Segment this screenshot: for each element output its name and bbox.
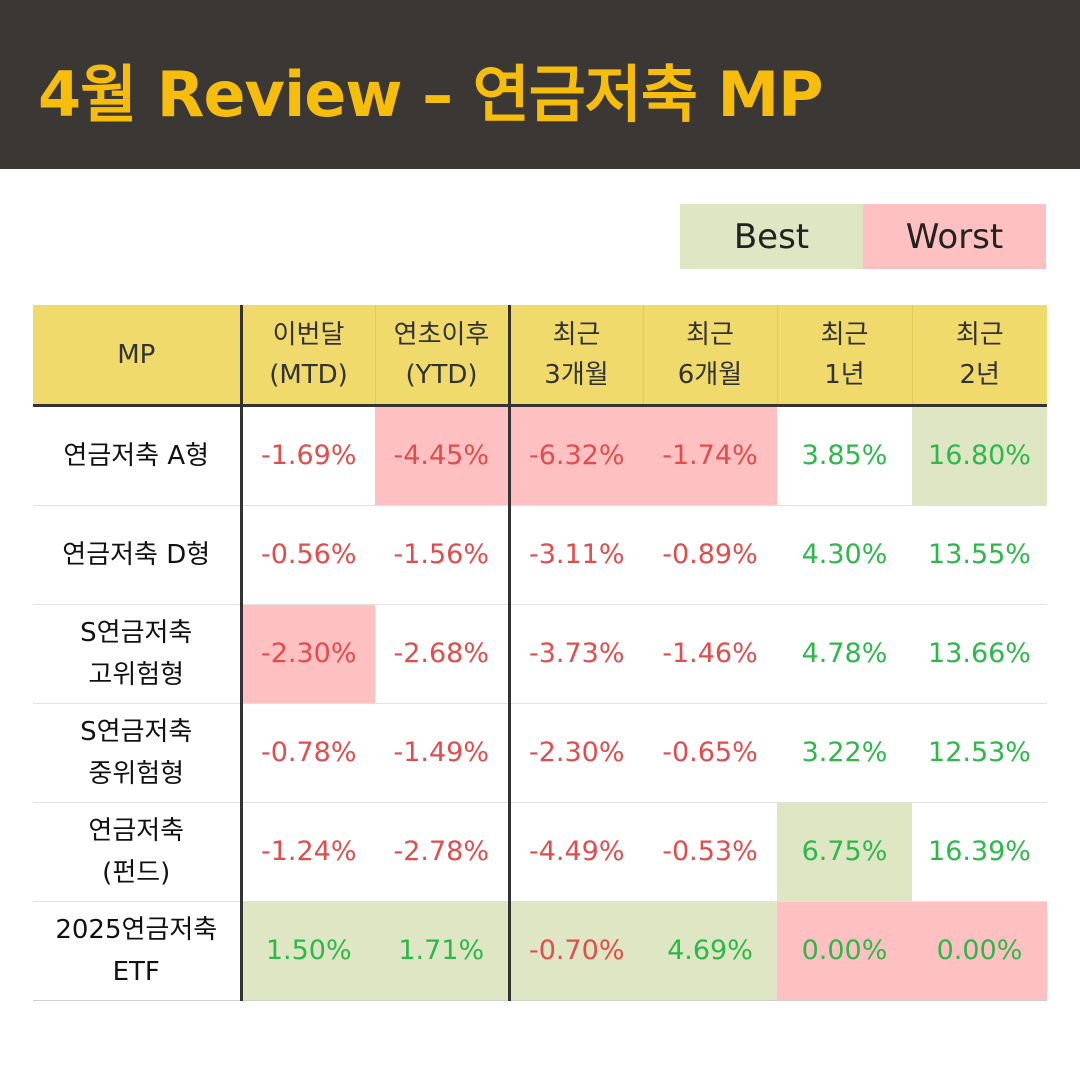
table-row: S연금저축 고위험형 -2.30% -2.68% -3.73% -1.46% 4.78% 13… — [33, 604, 1047, 704]
return-value-cell: 13.66% — [912, 604, 1047, 704]
return-value-cell: -1.56% — [375, 505, 509, 605]
return-value-cell: -1.46% — [643, 604, 777, 704]
return-value-cell: 16.80% — [912, 405, 1047, 506]
column-header-line2: 1년 — [824, 359, 865, 390]
mp-name-cell: 연금저축 D형 — [33, 505, 241, 605]
column-header: 최근 1년 — [777, 305, 913, 407]
table-header-row: MP 이번달 (MTD) 연초이후 (YTD) 최근 3개월 최근 6개월 최근 1년 최근 2년 — [33, 305, 1047, 407]
return-value-cell: -0.65% — [643, 703, 777, 803]
table-row: 연금저축 A형 -1.69% -4.45% -6.32% -1.74% 3.85% 16.8… — [33, 405, 1047, 506]
column-header-line1: 최근 — [955, 319, 1004, 350]
return-value-cell: 16.39% — [912, 802, 1047, 902]
column-header: 최근 6개월 — [643, 305, 778, 407]
return-value-cell: -4.45% — [375, 405, 509, 506]
return-value-cell: 4.30% — [777, 505, 912, 605]
mp-name-line2: (펀드) — [102, 858, 171, 888]
table-body: 연금저축 A형 -1.69% -4.45% -6.32% -1.74% 3.85% 16.8… — [33, 405, 1047, 1001]
mp-name-cell: 연금저축 (펀드) — [33, 802, 241, 902]
mp-name-cell: 연금저축 A형 — [33, 405, 241, 506]
return-value-cell: -3.73% — [507, 604, 643, 704]
return-value-cell: 12.53% — [912, 703, 1047, 803]
return-value-cell: -0.78% — [239, 703, 375, 803]
return-value-cell: 0.00% — [912, 901, 1047, 1001]
column-header-line2: (YTD) — [405, 359, 478, 390]
column-header: 이번달 (MTD) — [239, 305, 376, 407]
mp-name-line2: 중위험형 — [88, 759, 185, 789]
return-value-cell: -1.49% — [375, 703, 509, 803]
column-header-line2: 2년 — [959, 359, 1000, 390]
return-value-cell: -0.53% — [643, 802, 777, 902]
return-value-cell: 1.71% — [375, 901, 509, 1001]
column-header: 최근 3개월 — [507, 305, 644, 407]
table-row: 2025연금저축 ETF 1.50% 1.71% -0.70% 4.69% 0.00% 0.0… — [33, 901, 1047, 1001]
return-value-cell: 1.50% — [239, 901, 375, 1001]
mp-name-line1: S연금저축 — [80, 618, 193, 648]
column-header-line2: (MTD) — [269, 359, 348, 390]
column-header-line1: 연초이후 — [393, 319, 490, 350]
column-header-line1: 이번달 — [272, 319, 345, 350]
table-row: 연금저축 (펀드) -1.24% -2.78% -4.49% -0.53% 6.75% 16.… — [33, 802, 1047, 902]
return-value-cell: -6.32% — [507, 405, 643, 506]
return-value-cell: 13.55% — [912, 505, 1047, 605]
table-row: S연금저축 중위험형 -0.78% -1.49% -2.30% -0.65% 3.22% 12… — [33, 703, 1047, 803]
mp-name-line1: 연금저축 — [88, 816, 185, 846]
column-header-line2: 6개월 — [677, 359, 743, 390]
return-value-cell: -1.24% — [239, 802, 375, 902]
header-banner: 4월 Review – 연금저축 MP — [0, 0, 1080, 169]
return-value-cell: -1.69% — [239, 405, 375, 506]
return-value-cell: 0.00% — [777, 901, 912, 1001]
return-value-cell: 3.85% — [777, 405, 912, 506]
return-value-cell: -2.78% — [375, 802, 509, 902]
legend-best: Best — [680, 204, 863, 269]
mp-name-line2: ETF — [112, 957, 160, 987]
column-header-line1: 최근 — [686, 319, 734, 350]
column-header-line2: 3개월 — [544, 359, 609, 390]
return-value-cell: 4.69% — [643, 901, 777, 1001]
page-title: 4월 Review – 연금저축 MP — [38, 58, 824, 131]
return-value-cell: -0.89% — [643, 505, 777, 605]
column-header-line1: MP — [117, 339, 156, 370]
table-row: 연금저축 D형 -0.56% -1.56% -3.11% -0.89% 4.30% 13.5… — [33, 505, 1047, 605]
mp-name-line1: 2025연금저축 — [55, 915, 218, 945]
return-value-cell: -1.74% — [643, 405, 777, 506]
mp-name-line1: S연금저축 — [80, 717, 193, 747]
column-header: 연초이후 (YTD) — [375, 305, 510, 407]
return-value-cell: 6.75% — [777, 802, 912, 902]
return-value-cell: -0.70% — [507, 901, 643, 1001]
column-header: MP — [33, 305, 242, 407]
column-header-line1: 최근 — [820, 319, 869, 350]
column-header-line1: 최근 — [552, 319, 601, 350]
return-value-cell: -2.30% — [507, 703, 643, 803]
mp-name-line1: 연금저축 D형 — [62, 540, 211, 570]
mp-name-cell: 2025연금저축 ETF — [33, 901, 241, 1001]
mp-name-line2: 고위험형 — [88, 660, 185, 690]
return-value-cell: -2.30% — [239, 604, 375, 704]
return-value-cell: -3.11% — [507, 505, 643, 605]
legend-worst: Worst — [863, 204, 1046, 269]
return-value-cell: -0.56% — [239, 505, 375, 605]
return-value-cell: -4.49% — [507, 802, 643, 902]
performance-table: MP 이번달 (MTD) 연초이후 (YTD) 최근 3개월 최근 6개월 최근 1년 최근 2년 연금… — [33, 305, 1047, 1001]
return-value-cell: 4.78% — [777, 604, 912, 704]
return-value-cell: -2.68% — [375, 604, 509, 704]
return-value-cell: 3.22% — [777, 703, 912, 803]
mp-name-line1: 연금저축 A형 — [63, 441, 210, 471]
column-header: 최근 2년 — [912, 305, 1047, 407]
